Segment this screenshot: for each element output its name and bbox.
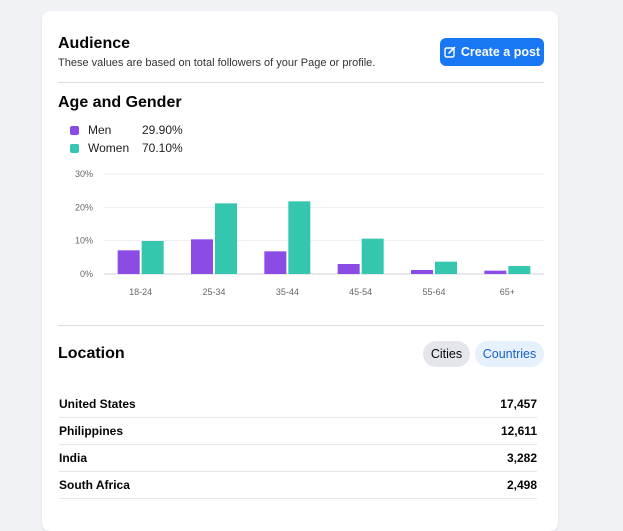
location-row: United States 17,457 [59, 390, 537, 418]
divider [58, 82, 544, 83]
x-tick-label: 45-54 [349, 287, 372, 297]
location-row: India 3,282 [59, 444, 537, 472]
tab-cities[interactable]: Cities [423, 341, 470, 367]
legend-item-men: Men 29.90% [70, 122, 183, 138]
divider [58, 325, 544, 326]
legend-swatch-women [70, 143, 79, 153]
bar-women [508, 266, 531, 274]
location-name: India [59, 450, 88, 465]
x-tick-label: 55-64 [422, 287, 445, 297]
bar-women [288, 201, 311, 274]
bar-women [141, 241, 164, 274]
legend-value: 29.90% [142, 123, 183, 137]
bar-men [264, 251, 287, 274]
location-name: United States [59, 396, 136, 411]
y-tick-label: 30% [75, 169, 93, 179]
legend-item-women: Women 70.10% [70, 140, 183, 156]
bar-men [484, 270, 507, 274]
location-value: 2,498 [506, 477, 537, 492]
legend-name: Men [88, 123, 112, 137]
location-name: South Africa [59, 477, 130, 492]
audience-title: Audience [58, 35, 131, 52]
bar-women [215, 203, 237, 274]
location-value: 17,457 [500, 396, 537, 411]
legend-swatch-men [70, 125, 79, 135]
bar-men [191, 239, 213, 274]
bar-women [361, 238, 384, 274]
audience-subtitle: These values are based on total follower… [58, 57, 376, 69]
bar-men [117, 250, 140, 274]
x-tick-label: 25-34 [202, 287, 225, 297]
y-tick-label: 20% [75, 202, 93, 212]
age-gender-title: Age and Gender [58, 94, 182, 111]
location-row: South Africa 2,498 [59, 471, 537, 499]
location-name: Philippines [59, 423, 124, 438]
create-post-button[interactable]: Create a post [440, 38, 544, 66]
legend-value: 70.10% [142, 141, 183, 155]
location-value: 12,611 [500, 423, 537, 438]
y-tick-label: 0% [80, 269, 93, 279]
create-post-label: Create a post [460, 45, 541, 59]
x-tick-label: 18-24 [129, 287, 152, 297]
tab-countries[interactable]: Countries [475, 341, 544, 367]
y-tick-label: 10% [75, 236, 93, 246]
audience-card: Audience These values are based on total… [42, 11, 558, 531]
location-value: 3,282 [506, 450, 537, 465]
location-row: Philippines 12,611 [59, 417, 537, 445]
bar-men [411, 270, 433, 274]
bar-men [337, 264, 360, 274]
location-title: Location [58, 345, 125, 362]
x-tick-label: 65+ [500, 287, 515, 297]
legend-name: Women [88, 141, 130, 155]
bar-women [435, 261, 457, 274]
x-tick-label: 35-44 [276, 287, 299, 297]
age-gender-chart: 0% 10% 20% 30% 18-24 25-34 35-44 45-54 55-64 65+ [75, 169, 544, 297]
edit-icon [444, 46, 456, 58]
